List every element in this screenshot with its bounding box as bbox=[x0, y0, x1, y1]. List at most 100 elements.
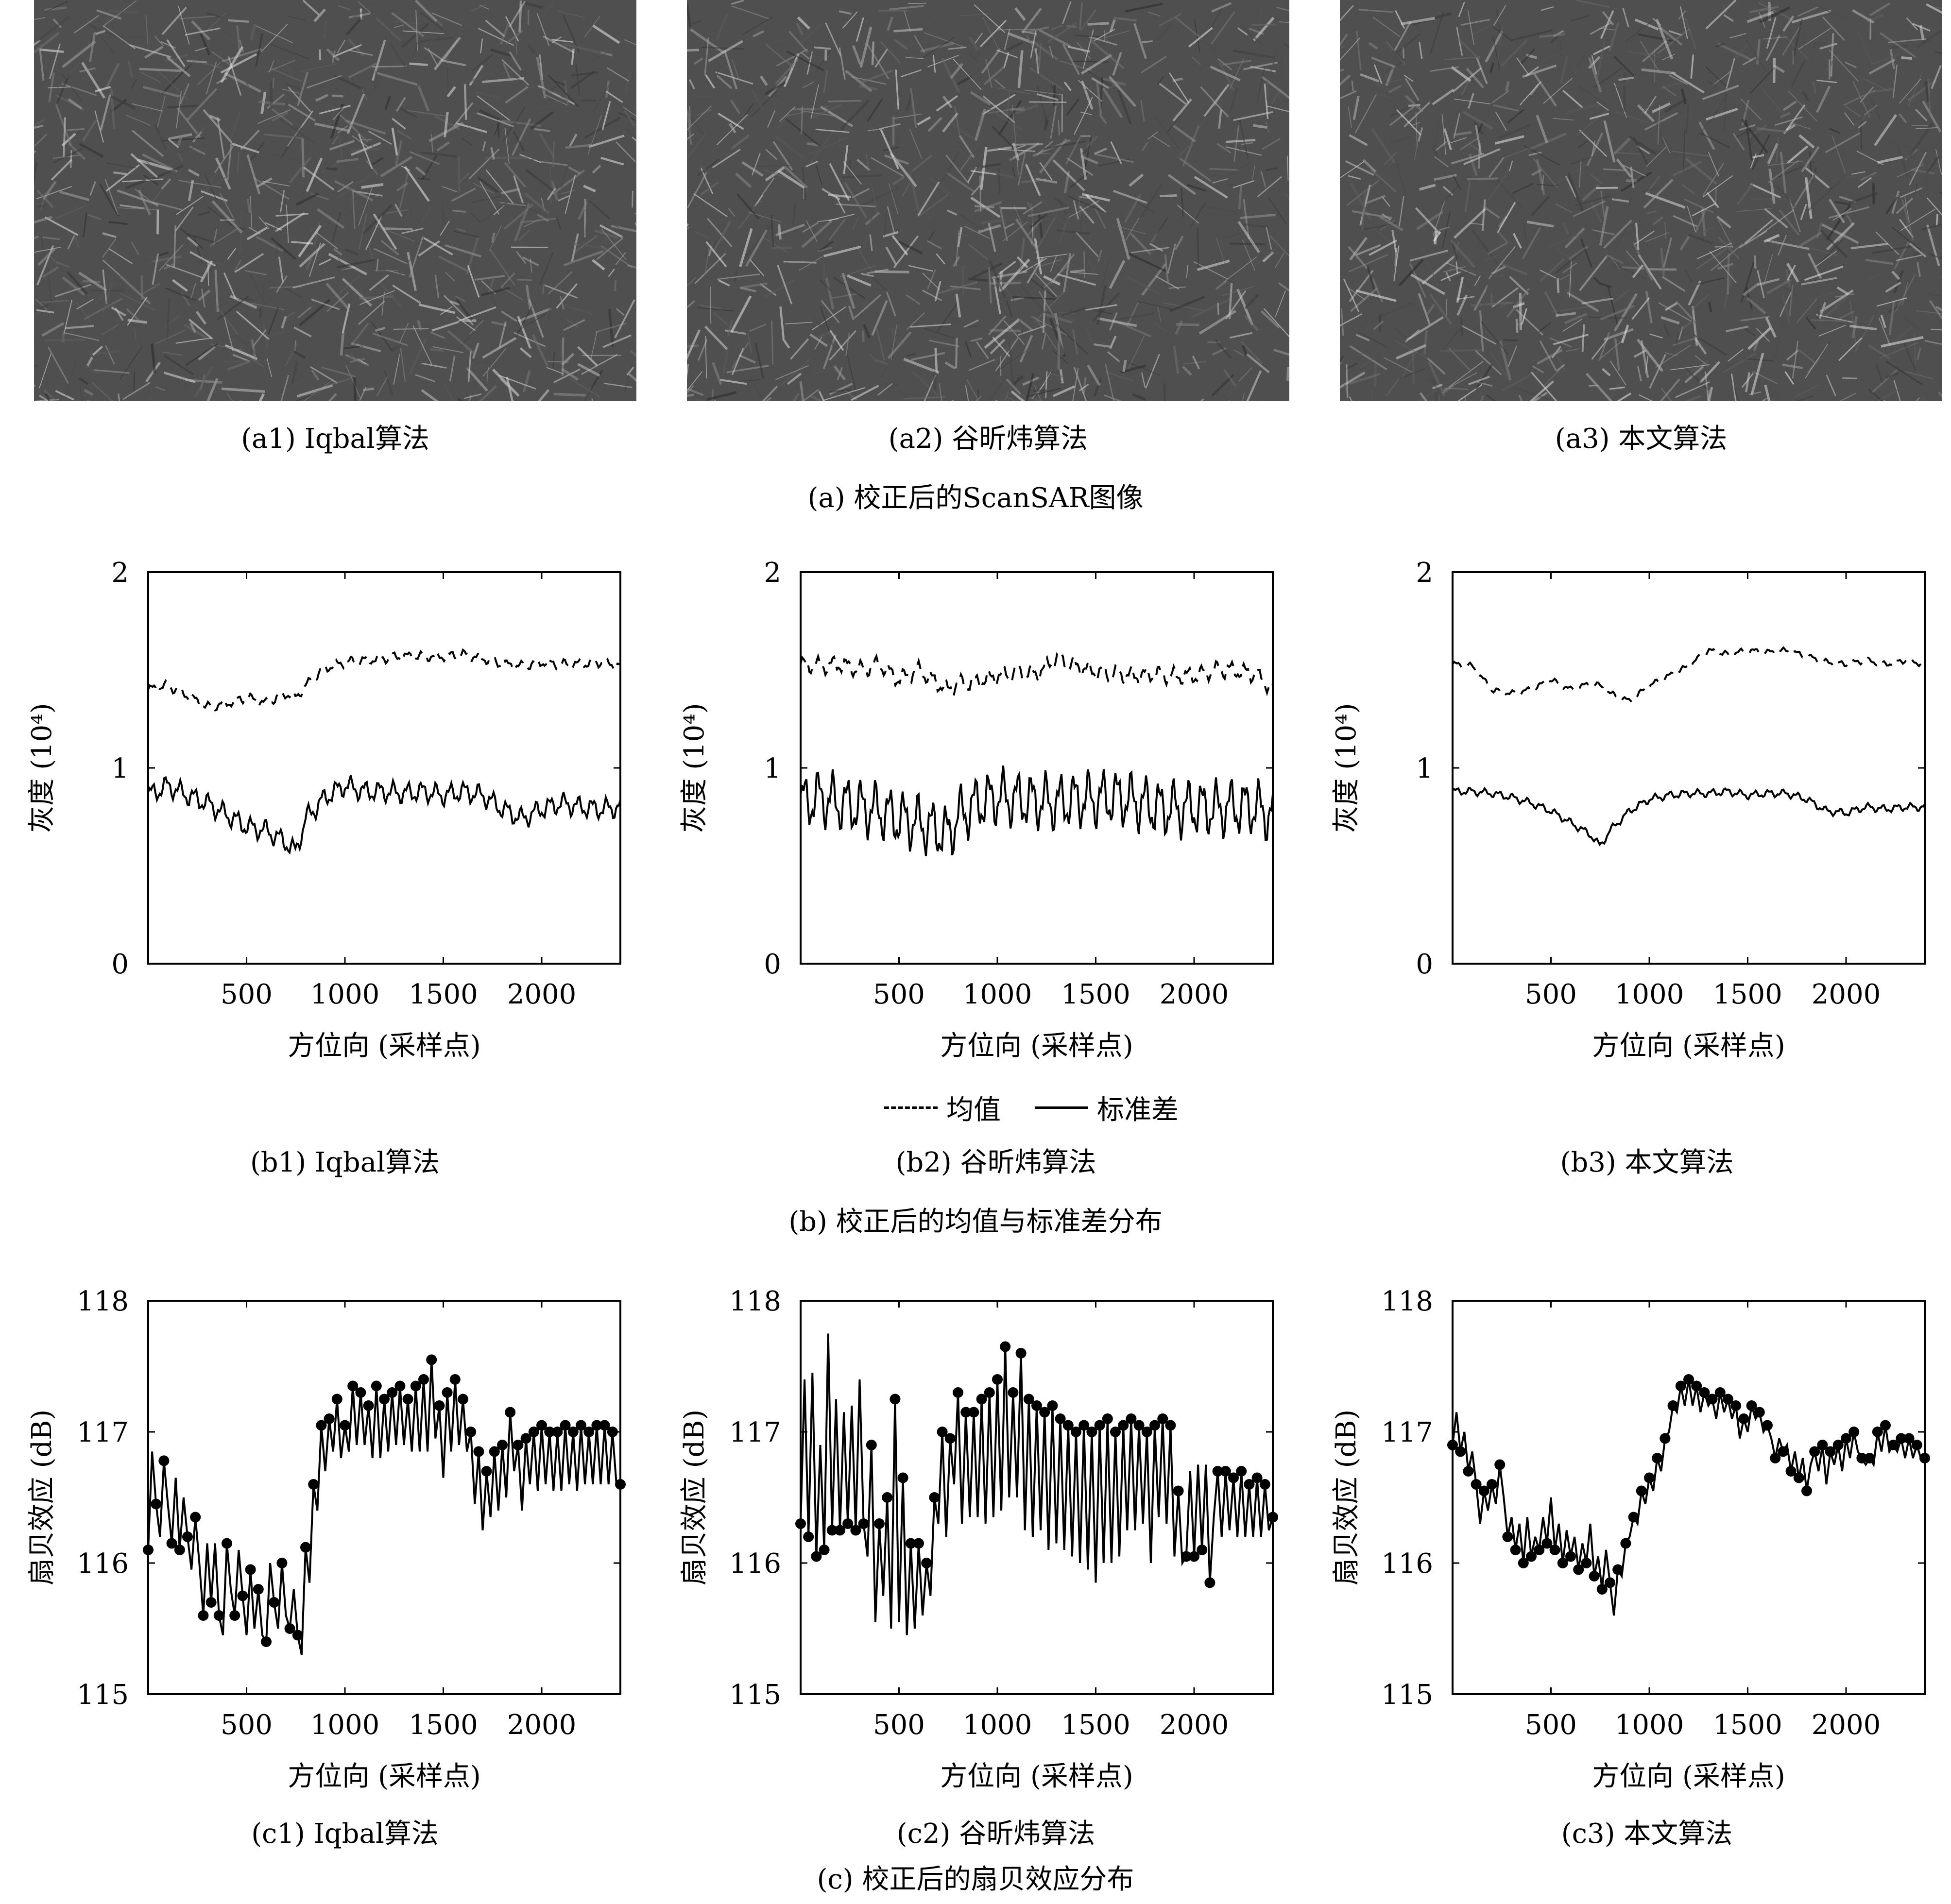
data-point bbox=[253, 1584, 264, 1595]
data-point bbox=[1110, 1427, 1121, 1437]
data-point bbox=[795, 1518, 806, 1529]
data-point bbox=[1541, 1538, 1553, 1549]
data-point bbox=[1526, 1551, 1537, 1562]
plot-frame bbox=[147, 1300, 621, 1695]
data-point bbox=[882, 1492, 893, 1503]
data-point bbox=[890, 1394, 901, 1405]
x-tick-label: 500 bbox=[873, 1709, 925, 1741]
data-point bbox=[1494, 1459, 1506, 1470]
data-point bbox=[1244, 1479, 1255, 1490]
data-point bbox=[229, 1610, 240, 1621]
data-point bbox=[284, 1623, 295, 1634]
legend-item-std: 标准差 bbox=[1035, 1088, 1179, 1127]
x-tick-label: 2000 bbox=[507, 979, 577, 1010]
data-point bbox=[1644, 1472, 1655, 1483]
sar-image-a3 bbox=[1340, 0, 1942, 401]
x-tick-label: 1500 bbox=[1061, 979, 1130, 1010]
data-point bbox=[1793, 1472, 1804, 1483]
data-point bbox=[583, 1427, 595, 1437]
data-point bbox=[544, 1427, 555, 1437]
data-point bbox=[269, 1597, 280, 1608]
x-tick-label: 1500 bbox=[409, 979, 478, 1010]
data-point bbox=[1825, 1446, 1836, 1457]
data-point bbox=[1031, 1400, 1042, 1411]
data-point bbox=[1856, 1453, 1867, 1463]
data-point bbox=[1636, 1485, 1647, 1496]
data-point bbox=[953, 1387, 963, 1398]
data-point bbox=[513, 1440, 524, 1450]
data-point bbox=[1094, 1420, 1105, 1431]
data-point bbox=[245, 1564, 256, 1575]
data-point bbox=[1832, 1440, 1844, 1450]
chart-caption-c3: (c3) 本文算法 bbox=[1561, 1818, 1733, 1850]
data-point bbox=[1463, 1466, 1474, 1477]
x-tick-label: 1000 bbox=[963, 979, 1032, 1010]
group-caption-b: (b) 校正后的均值与标准差分布 bbox=[788, 1206, 1163, 1238]
data-point bbox=[1157, 1413, 1168, 1424]
data-point bbox=[1652, 1453, 1663, 1463]
data-point bbox=[552, 1427, 563, 1437]
data-point bbox=[1620, 1538, 1631, 1549]
data-point bbox=[402, 1394, 413, 1405]
data-point bbox=[237, 1590, 248, 1601]
data-point bbox=[1165, 1420, 1176, 1431]
data-point bbox=[1236, 1466, 1247, 1477]
x-tick-label: 2000 bbox=[507, 1709, 577, 1741]
x-axis-label: 方位向 (采样点) bbox=[1592, 1030, 1785, 1062]
data-point bbox=[874, 1518, 885, 1529]
data-point bbox=[143, 1545, 154, 1555]
x-tick-label: 1000 bbox=[1615, 979, 1684, 1010]
chart-caption-b1: (b1) Iqbal算法 bbox=[250, 1147, 440, 1178]
data-point bbox=[174, 1545, 185, 1555]
data-point bbox=[1864, 1453, 1875, 1463]
data-point bbox=[1778, 1446, 1789, 1457]
y-tick-label: 117 bbox=[77, 1417, 129, 1448]
data-point bbox=[1738, 1413, 1749, 1424]
y-tick-label: 1 bbox=[111, 753, 129, 784]
data-point bbox=[379, 1394, 390, 1405]
data-point bbox=[842, 1518, 854, 1529]
y-tick-label: 115 bbox=[77, 1679, 129, 1711]
data-point bbox=[1809, 1446, 1820, 1457]
data-point bbox=[1770, 1453, 1781, 1463]
data-point bbox=[1841, 1433, 1851, 1444]
data-point bbox=[1008, 1387, 1019, 1398]
x-tick-label: 1000 bbox=[310, 1709, 380, 1741]
data-point bbox=[850, 1525, 861, 1536]
dashed-line-icon bbox=[884, 1106, 938, 1109]
data-point bbox=[1801, 1485, 1812, 1496]
data-point bbox=[1699, 1387, 1710, 1398]
data-point bbox=[1667, 1400, 1678, 1411]
data-point bbox=[897, 1472, 908, 1483]
data-point bbox=[292, 1630, 303, 1641]
data-point bbox=[1023, 1394, 1034, 1405]
data-point bbox=[905, 1538, 916, 1549]
x-axis-label: 方位向 (采样点) bbox=[288, 1761, 481, 1792]
data-point bbox=[984, 1387, 995, 1398]
data-point bbox=[1228, 1472, 1239, 1483]
plot-frame bbox=[1452, 1300, 1926, 1695]
y-tick-label: 0 bbox=[111, 949, 129, 980]
data-point bbox=[1557, 1558, 1568, 1568]
data-point bbox=[866, 1440, 877, 1450]
sar-image-a1 bbox=[34, 0, 636, 401]
data-point bbox=[316, 1420, 327, 1431]
data-point bbox=[520, 1433, 531, 1444]
data-point bbox=[858, 1518, 869, 1529]
data-point bbox=[1730, 1400, 1742, 1411]
data-point bbox=[213, 1610, 224, 1621]
data-point bbox=[1447, 1440, 1458, 1450]
group-caption-c: (c) 校正后的扇贝效应分布 bbox=[817, 1864, 1134, 1895]
y-tick-label: 118 bbox=[77, 1286, 129, 1317]
data-point bbox=[166, 1538, 177, 1549]
data-point bbox=[1565, 1551, 1576, 1562]
data-point bbox=[1126, 1413, 1137, 1424]
data-point bbox=[489, 1446, 500, 1457]
data-point bbox=[1573, 1564, 1584, 1575]
data-point bbox=[1181, 1551, 1192, 1562]
data-point bbox=[347, 1380, 359, 1392]
chart-caption-c2: (c2) 谷昕炜算法 bbox=[896, 1818, 1095, 1850]
data-point bbox=[434, 1400, 445, 1411]
